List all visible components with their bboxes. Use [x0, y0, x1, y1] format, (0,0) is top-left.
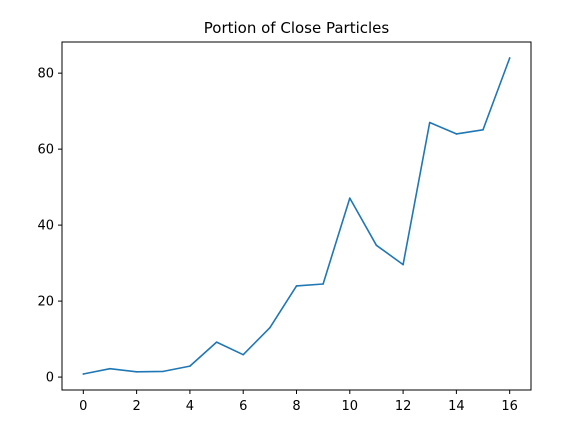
data-point	[189, 365, 191, 367]
axes-frame	[61, 41, 532, 391]
x-tick-label: 14	[448, 399, 465, 414]
data-point	[162, 370, 165, 373]
data-point	[375, 244, 378, 247]
data-point	[215, 341, 218, 343]
data-point	[508, 57, 511, 59]
x-tick-label: 4	[186, 399, 194, 414]
data-point	[269, 326, 271, 329]
data-point	[135, 370, 138, 373]
x-tick-label: 8	[292, 399, 300, 414]
y-tick-label: 20	[37, 295, 54, 310]
data-point	[82, 373, 85, 375]
y-tick-label: 40	[37, 219, 54, 234]
data-point	[402, 263, 404, 266]
y-tick-label: 60	[37, 143, 54, 158]
y-axis: 0 20 40 60 80	[37, 67, 62, 386]
x-axis: 0 2 4 6 8 10 12 14 16	[79, 390, 518, 414]
data-point	[482, 128, 484, 131]
y-tick-label: 80	[37, 67, 54, 82]
x-tick-label: 2	[132, 399, 140, 414]
plot-area	[82, 57, 511, 375]
y-tick-label: 0	[46, 371, 54, 386]
x-tick-label: 10	[342, 399, 359, 414]
data-point	[428, 121, 431, 124]
data-point	[455, 133, 458, 135]
x-tick-label: 0	[79, 399, 87, 414]
data-point	[242, 353, 245, 356]
x-tick-label: 12	[395, 399, 412, 414]
data-point	[322, 283, 324, 285]
data-point	[109, 367, 111, 370]
x-tick-label: 16	[501, 399, 518, 414]
data-point	[348, 197, 351, 199]
chart-title: Portion of Close Particles	[204, 19, 390, 37]
data-point	[295, 285, 298, 287]
x-tick-label: 6	[239, 399, 247, 414]
